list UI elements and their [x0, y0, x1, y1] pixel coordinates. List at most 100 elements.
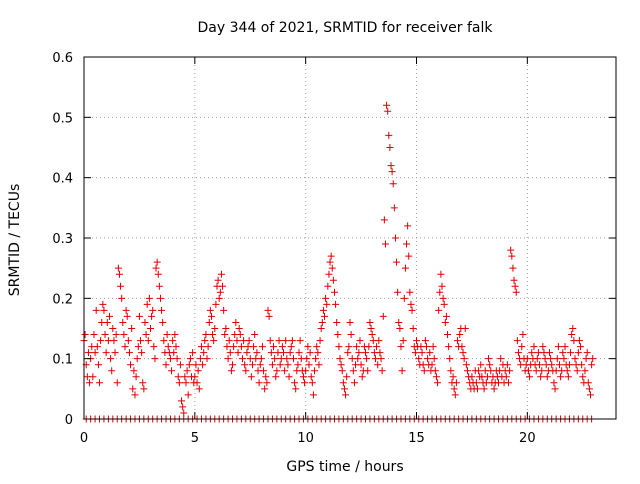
data-point: [577, 343, 585, 351]
data-point: [139, 379, 147, 387]
data-point: [284, 361, 292, 369]
data-point: [400, 294, 408, 302]
data-point: [267, 349, 275, 357]
data-point: [440, 300, 448, 308]
data-point: [145, 294, 153, 302]
data-point: [154, 270, 162, 278]
data-point: [230, 343, 238, 351]
data-point: [207, 312, 215, 320]
data-point: [247, 373, 255, 381]
data-point: [344, 349, 352, 357]
data-point: [429, 343, 437, 351]
data-point: [384, 107, 392, 115]
data-point: [444, 331, 452, 339]
data-point: [248, 361, 256, 369]
data-point: [175, 379, 183, 387]
data-point: [424, 355, 432, 363]
data-point: [205, 318, 213, 326]
data-point: [472, 379, 480, 387]
x-tick-label: 10: [297, 431, 314, 446]
data-point: [449, 373, 457, 381]
y-tick-label: 0.1: [52, 353, 73, 368]
data-point: [100, 306, 108, 314]
data-point: [141, 318, 149, 326]
data-point: [261, 385, 269, 393]
data-point: [112, 331, 120, 339]
data-point: [568, 331, 576, 339]
data-point: [385, 131, 393, 139]
data-point: [324, 282, 332, 290]
data-point: [93, 343, 101, 351]
data-point: [124, 337, 132, 345]
data-point: [353, 343, 361, 351]
data-point: [203, 355, 211, 363]
data-point: [306, 349, 314, 357]
data-point: [289, 355, 297, 363]
data-point: [337, 361, 345, 369]
x-tick-label: 0: [80, 431, 88, 446]
data-point: [386, 144, 394, 151]
data-point: [92, 306, 100, 314]
data-point: [538, 367, 546, 375]
data-point: [473, 385, 481, 393]
data-point: [390, 204, 398, 212]
data-point: [150, 343, 158, 351]
data-point: [272, 373, 280, 381]
data-point: [404, 222, 412, 230]
data-point: [103, 318, 111, 326]
data-point: [511, 282, 519, 290]
data-point: [391, 234, 399, 242]
data-point: [196, 355, 204, 363]
data-point: [399, 337, 407, 345]
data-point: [288, 337, 296, 345]
data-point: [127, 361, 135, 369]
data-point: [452, 379, 460, 387]
data-point: [217, 270, 225, 278]
data-point: [575, 337, 583, 345]
data-point: [222, 325, 230, 332]
data-point: [326, 258, 334, 266]
data-point: [401, 264, 409, 272]
data-point: [454, 337, 462, 345]
data-point: [270, 343, 278, 351]
data-point: [428, 361, 436, 369]
data-point: [480, 385, 488, 393]
data-point: [171, 331, 179, 339]
data-point: [514, 349, 522, 357]
data-point: [263, 379, 271, 387]
data-point: [490, 385, 498, 393]
data-point: [132, 373, 140, 381]
data-point: [283, 355, 291, 363]
data-point: [94, 361, 102, 369]
data-point: [342, 391, 350, 399]
data-point: [548, 361, 556, 369]
data-point: [251, 331, 259, 339]
data-point: [451, 391, 459, 399]
data-point: [91, 349, 99, 357]
data-point: [158, 306, 166, 314]
y-tick-label: 0.2: [52, 292, 73, 307]
data-point: [245, 337, 253, 345]
data-point: [408, 306, 416, 314]
data-point: [356, 337, 364, 345]
data-point: [162, 361, 170, 369]
data-point: [508, 252, 516, 260]
data-point: [210, 337, 218, 345]
data-point: [439, 294, 447, 302]
data-point: [387, 162, 395, 170]
data-point: [302, 367, 310, 375]
data-point: [314, 349, 322, 357]
data-point: [524, 367, 532, 375]
data-point: [434, 379, 442, 387]
data-point: [585, 385, 593, 393]
chart-title: Day 344 of 2021, SRMTID for receiver fal…: [198, 20, 494, 36]
data-point: [332, 300, 340, 308]
data-point: [281, 367, 289, 375]
data-point: [178, 397, 186, 405]
data-point: [176, 361, 184, 369]
data-point: [418, 349, 426, 357]
data-point: [426, 349, 434, 357]
data-point: [547, 355, 555, 363]
data-point: [285, 373, 293, 381]
